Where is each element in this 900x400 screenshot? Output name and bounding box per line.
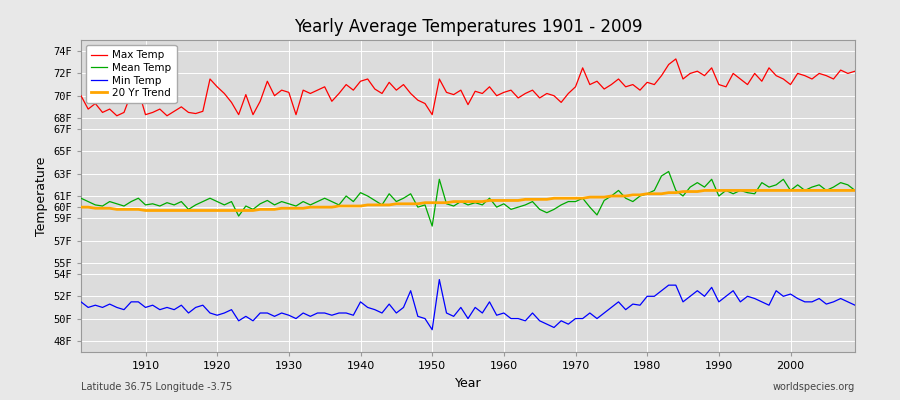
20 Yr Trend xyxy=(76,205,86,210)
Mean Temp xyxy=(850,188,860,193)
Min Temp xyxy=(427,327,437,332)
20 Yr Trend xyxy=(699,188,710,193)
Line: Mean Temp: Mean Temp xyxy=(81,172,855,226)
Line: Min Temp: Min Temp xyxy=(81,280,855,330)
X-axis label: Year: Year xyxy=(454,376,482,390)
Mean Temp xyxy=(291,204,302,208)
20 Yr Trend xyxy=(133,207,144,212)
Max Temp xyxy=(850,69,860,74)
Max Temp xyxy=(112,113,122,118)
Min Temp xyxy=(133,300,144,304)
Mean Temp xyxy=(427,224,437,228)
Text: worldspecies.org: worldspecies.org xyxy=(773,382,855,392)
Mean Temp xyxy=(76,196,86,201)
Line: Max Temp: Max Temp xyxy=(81,59,855,116)
Mean Temp xyxy=(591,212,602,217)
Line: 20 Yr Trend: 20 Yr Trend xyxy=(81,190,855,210)
Max Temp xyxy=(506,88,517,92)
Y-axis label: Temperature: Temperature xyxy=(35,156,48,236)
Min Temp xyxy=(291,316,302,321)
20 Yr Trend xyxy=(850,188,860,193)
Max Temp xyxy=(298,88,309,92)
Min Temp xyxy=(334,310,345,315)
Max Temp xyxy=(341,82,352,87)
Min Temp xyxy=(598,310,609,315)
Max Temp xyxy=(499,90,509,95)
Mean Temp xyxy=(499,202,509,206)
Min Temp xyxy=(506,316,517,321)
20 Yr Trend xyxy=(506,198,517,203)
20 Yr Trend xyxy=(591,195,602,200)
Text: Latitude 36.75 Longitude -3.75: Latitude 36.75 Longitude -3.75 xyxy=(81,382,232,392)
Min Temp xyxy=(76,300,86,304)
Max Temp xyxy=(76,93,86,98)
Mean Temp xyxy=(663,169,674,174)
20 Yr Trend xyxy=(341,204,352,208)
Title: Yearly Average Temperatures 1901 - 2009: Yearly Average Temperatures 1901 - 2009 xyxy=(293,18,643,36)
Max Temp xyxy=(670,56,681,61)
20 Yr Trend xyxy=(499,198,509,203)
Mean Temp xyxy=(334,202,345,207)
Min Temp xyxy=(850,303,860,308)
Min Temp xyxy=(513,316,524,321)
Mean Temp xyxy=(506,207,517,212)
Min Temp xyxy=(434,277,445,282)
20 Yr Trend xyxy=(298,206,309,211)
Max Temp xyxy=(140,112,151,117)
Legend: Max Temp, Mean Temp, Min Temp, 20 Yr Trend: Max Temp, Mean Temp, Min Temp, 20 Yr Tre… xyxy=(86,45,176,104)
Max Temp xyxy=(591,79,602,84)
20 Yr Trend xyxy=(140,208,151,213)
Mean Temp xyxy=(133,196,144,201)
